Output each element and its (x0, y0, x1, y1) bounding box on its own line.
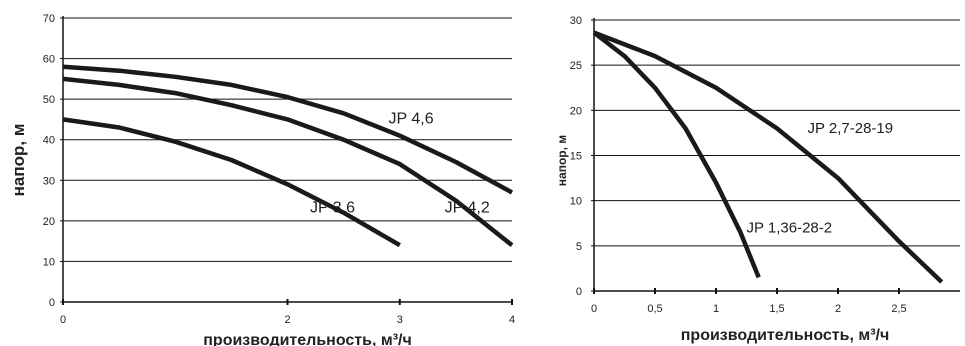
y-tick-label: 70 (43, 13, 55, 25)
y-tick-label: 20 (570, 105, 582, 117)
y-axis-label: напор, м (555, 135, 569, 186)
x-tick-label: 2,5 (891, 303, 906, 315)
series-line (62, 64, 514, 195)
y-tick-label: 30 (43, 175, 55, 187)
x-tick-label: 2 (835, 303, 841, 315)
curve-label: JP 3,6 (310, 200, 355, 217)
y-tick-label: 60 (43, 54, 55, 66)
curve-label: JP 1,36-28-2 (747, 219, 833, 236)
y-tick-label: 25 (570, 60, 582, 72)
y-tick-label: 0 (49, 297, 55, 309)
chart-1: 0 10 20 30 40 50 60 70 0 2 3 4 напор, м производитель… (9, 13, 515, 346)
x-tick-label: 2 (284, 314, 290, 326)
curve-label: JP 4,2 (445, 200, 490, 217)
y-tick-label: 15 (570, 151, 582, 163)
x-tick-label: 1 (713, 303, 719, 315)
x-tick-label: 0,5 (647, 303, 662, 315)
y-tick-label: 40 (43, 135, 55, 147)
curve-label: JP 4,6 (389, 110, 434, 127)
x-tick-label: 4 (509, 314, 515, 326)
y-tick-label: 20 (43, 216, 55, 228)
x-tick-label: 3 (397, 314, 403, 326)
chart-2: 0 5 10 15 20 25 30 0 0,5 1 1,5 2 2,5 напор, м производ… (555, 15, 960, 344)
series-line (62, 117, 401, 248)
x-axis-label: производительность, м³/ч (681, 327, 890, 344)
x-tick-label: 0 (591, 303, 597, 315)
y-axis-label: напор, м (9, 124, 28, 197)
series-line (593, 30, 944, 284)
y-tick-label: 10 (570, 196, 582, 208)
y-tick-label: 5 (576, 241, 582, 253)
series-line (62, 76, 514, 247)
x-tick-label: 0 (60, 314, 66, 326)
y-tick-label: 50 (43, 94, 55, 106)
curve-label: JP 2,7-28-19 (808, 120, 894, 137)
x-axis-label: производительность, м³/ч (203, 332, 412, 346)
y-tick-label: 0 (576, 286, 582, 298)
series-line (592, 30, 761, 279)
y-tick-label: 30 (570, 15, 582, 27)
y-tick-label: 10 (43, 256, 55, 268)
x-tick-label: 1,5 (769, 303, 784, 315)
